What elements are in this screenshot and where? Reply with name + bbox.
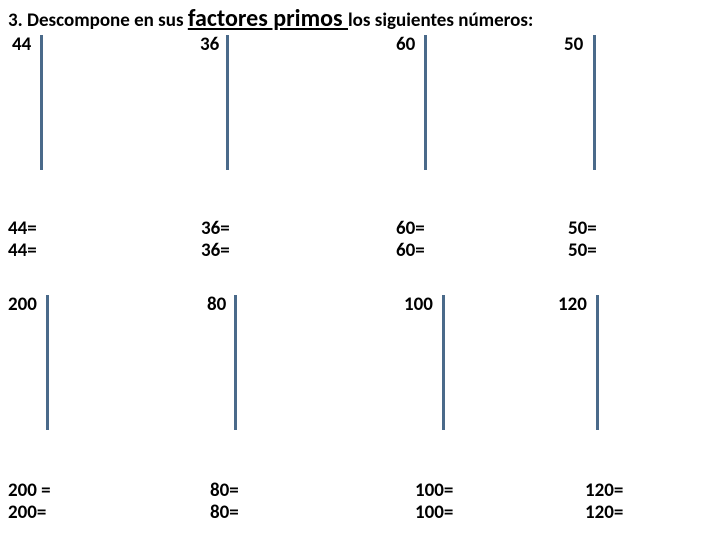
row2-eq-3: 120= 120=: [585, 480, 623, 524]
row2-num-3: 120: [558, 293, 587, 316]
row1-eq-2: 60= 60=: [396, 218, 425, 262]
row1-line-2: [424, 35, 427, 170]
row2-num-1: 80: [207, 293, 226, 316]
row2-line-0: [46, 295, 49, 430]
row1-eq-3: 50= 50=: [568, 218, 597, 262]
row1-eq-0: 44= 44=: [8, 218, 37, 262]
row1-num-1: 36: [200, 33, 219, 56]
row1-line-0: [40, 35, 43, 170]
row1-num-2: 60: [396, 33, 415, 56]
row2-line-3: [596, 295, 599, 430]
row2-line-2: [442, 295, 445, 430]
row2-num-0: 200: [8, 293, 37, 316]
row1-eq-1: 36= 36=: [201, 218, 230, 262]
title-emphasis: factores primos: [188, 4, 348, 33]
row1-num-3: 50: [564, 33, 583, 56]
row2-line-1: [234, 295, 237, 430]
exercise-title: 3. Descompone en sus factores primos los…: [8, 4, 533, 33]
row1-line-3: [593, 35, 596, 170]
title-prefix: 3. Descompone en sus: [8, 9, 188, 32]
title-suffix: los siguientes números:: [348, 9, 533, 32]
row1-num-0: 44: [12, 33, 31, 56]
row2-eq-1: 80= 80=: [210, 480, 239, 524]
row2-eq-0: 200 = 200=: [8, 480, 51, 524]
row1-line-1: [226, 35, 229, 170]
row2-eq-2: 100= 100=: [415, 480, 453, 524]
row2-num-2: 100: [404, 293, 433, 316]
